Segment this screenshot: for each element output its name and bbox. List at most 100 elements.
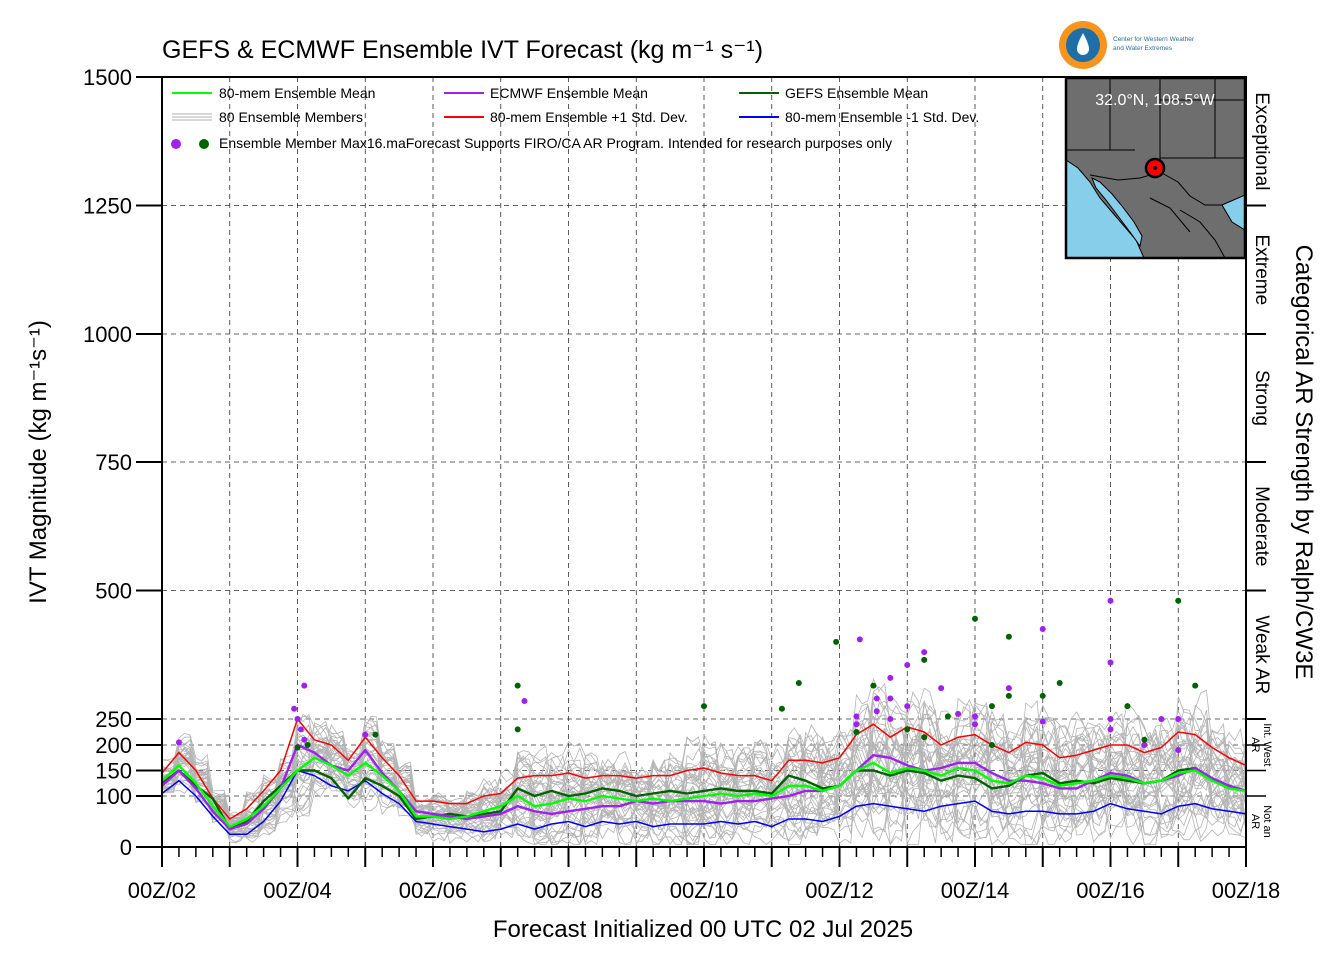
right-category-axis: Exceptional Extreme Strong Moderate Weak AR I… — [1246, 92, 1273, 838]
series-line-ensemble-mean — [161, 756, 1247, 828]
member-max-ecmwf-point — [873, 708, 880, 715]
member-max-ecmwf-point — [972, 713, 978, 720]
member-max-ecmwf-point — [175, 739, 182, 746]
x-tick-label: 00Z/06 — [399, 878, 468, 903]
member-max-gefs-point — [1005, 692, 1012, 699]
y-tick-label: 0 — [120, 835, 132, 860]
ensemble-members — [161, 678, 1247, 846]
logo-line1: Center for Western Weather — [1113, 36, 1195, 43]
x-tick-label: 00Z/16 — [1076, 878, 1145, 903]
member-max-ecmwf-point — [1175, 716, 1182, 722]
inset-gulf — [1091, 176, 1143, 248]
member-max-ecmwf-point — [1039, 626, 1046, 633]
member-max-gefs-point — [1056, 680, 1063, 687]
series-line-ecmwf-mean — [161, 743, 1247, 831]
y-tick-label: 250 — [95, 707, 132, 732]
member-max-ecmwf-point — [1005, 685, 1012, 692]
member-max-gefs-point — [1005, 633, 1012, 640]
right-category-label-small: Int. WestAR — [1249, 723, 1273, 766]
member-max-ecmwf-point — [887, 695, 894, 702]
member-max-gefs-point — [1141, 736, 1148, 743]
member-max-markers — [175, 597, 1199, 754]
member-max-gefs-point — [921, 734, 928, 741]
legend-label-gefs-mean: GEFS Ensemble Mean — [785, 85, 928, 101]
right-category-label: Strong — [1251, 370, 1272, 426]
y-tick-label: 750 — [95, 450, 132, 475]
member-max-gefs-point — [988, 703, 995, 710]
right-category-label: Exceptional — [1251, 92, 1272, 190]
member-max-ecmwf-point — [1175, 747, 1182, 754]
right-category-label: Weak AR — [1251, 615, 1272, 694]
member-max-ecmwf-point — [521, 698, 528, 705]
legend-note: Ensemble Member Max16.maForecast Support… — [219, 135, 892, 151]
member-max-ecmwf-point — [904, 703, 911, 710]
cw3e-logo: Center for Western Weather and Water Ext… — [1059, 21, 1195, 69]
member-max-ecmwf-point — [362, 731, 369, 738]
member-max-ecmwf-point — [297, 726, 304, 733]
series-line-plus-std — [161, 718, 1247, 820]
y-tick-label: 200 — [95, 733, 132, 758]
x-axis-title: Forecast Initialized 00 UTC 02 Jul 2025 — [493, 916, 913, 943]
legend-label-minus-std: 80-mem Ensemble -1 Std. Dev. — [785, 109, 979, 125]
member-max-gefs-point — [853, 729, 860, 735]
legend-label-members: 80 Ensemble Members — [219, 109, 363, 125]
member-max-ecmwf-point — [887, 674, 894, 681]
ensemble-member-line — [161, 735, 1247, 836]
x-tick-label: 00Z/14 — [941, 878, 1010, 903]
member-max-ecmwf-point — [301, 736, 308, 743]
member-max-gefs-point — [1124, 703, 1131, 710]
member-max-ecmwf-point — [1107, 726, 1114, 733]
member-max-ecmwf-point — [972, 721, 978, 728]
inset-location-label: 32.0°N, 108.5°W — [1095, 92, 1215, 109]
x-tick-label: 00Z/12 — [805, 878, 874, 903]
member-max-gefs-point — [944, 713, 951, 720]
legend-label-ensemble-mean: 80-mem Ensemble Mean — [219, 85, 375, 101]
member-max-gefs-point — [294, 744, 301, 751]
x-tick-label: 00Z/10 — [670, 878, 739, 903]
y-tick-label: 1000 — [83, 322, 132, 347]
inset-frame — [1064, 76, 1247, 260]
member-max-gefs-point — [1039, 692, 1046, 699]
member-max-ecmwf-point — [291, 705, 298, 712]
chart-title: GEFS & ECMWF Ensemble IVT Forecast (kg m… — [162, 36, 763, 64]
member-max-gefs-point — [988, 742, 995, 748]
member-max-ecmwf-point — [1107, 716, 1114, 722]
series-line-minus-std — [161, 769, 1247, 836]
member-max-ecmwf-point — [853, 721, 860, 728]
member-max-ecmwf-point — [856, 636, 863, 643]
y-axis-title: IVT Magnitude (kg m⁻¹s⁻¹) — [25, 320, 52, 604]
ensemble-member-line — [161, 737, 1247, 833]
series-line-gefs-mean — [161, 766, 1247, 831]
legend-swatch-members — [172, 113, 212, 121]
y-tick-label: 1250 — [83, 194, 132, 219]
member-max-gefs-point — [795, 680, 802, 687]
right-category-label-small: Not anAR — [1249, 805, 1273, 837]
y-tick-label: 500 — [95, 579, 132, 604]
member-max-gefs-point — [921, 656, 928, 663]
x-tick-label: 00Z/04 — [263, 878, 332, 903]
member-max-gefs-point — [514, 682, 521, 689]
member-max-ecmwf-point — [853, 713, 860, 720]
member-max-ecmwf-point — [921, 649, 928, 656]
y-tick-label: 150 — [95, 759, 132, 784]
inset-map: 32.0°N, 108.5°W — [1064, 76, 1247, 260]
member-max-ecmwf-point — [1107, 597, 1114, 604]
member-max-gefs-point — [1192, 682, 1199, 689]
legend-dot-ecmwf-max — [171, 139, 181, 149]
member-max-gefs-point — [904, 726, 911, 733]
ensemble-member-line — [161, 678, 1247, 823]
legend-label-ecmwf-mean: ECMWF Ensemble Mean — [490, 85, 648, 101]
right-category-label: Extreme — [1251, 234, 1272, 305]
member-max-gefs-point — [833, 638, 840, 645]
ensemble-member-line — [161, 699, 1247, 818]
legend-note-text: 16.maForecast Supports FIRO/CA AR Progra… — [367, 135, 892, 151]
member-max-ecmwf-point — [294, 716, 301, 722]
series-lines — [161, 718, 1247, 836]
ensemble-member-line — [161, 747, 1247, 841]
legend-dot-gefs-max — [199, 139, 209, 149]
legend-max-label: Ensemble Member Max — [219, 135, 367, 151]
member-max-gefs-point — [372, 731, 379, 738]
member-max-gefs-point — [1175, 597, 1182, 604]
